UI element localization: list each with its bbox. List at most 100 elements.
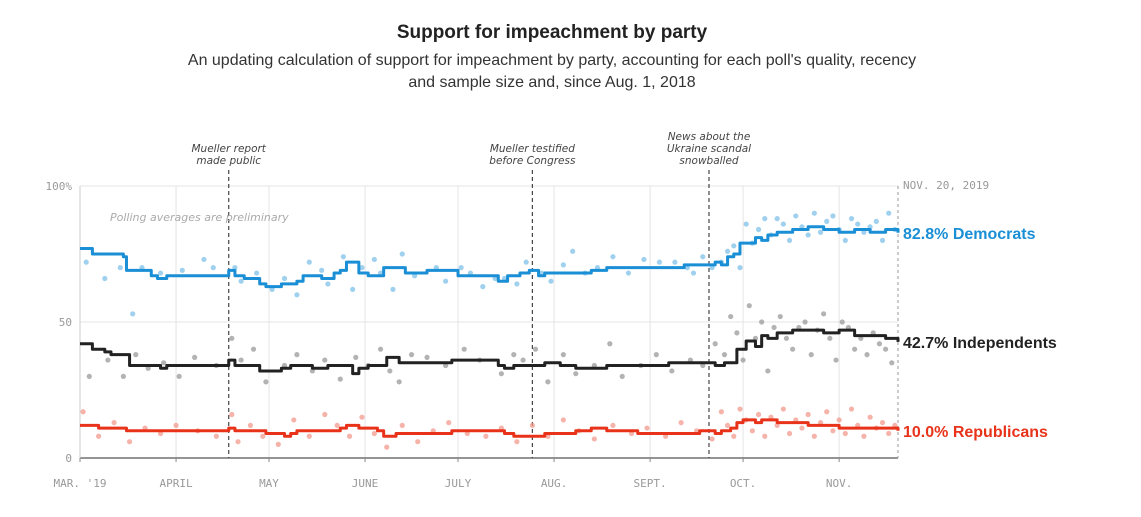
poll-dot-republicans [824,409,829,414]
poll-dot-republicans [80,409,85,414]
poll-dot-republicans [400,423,405,428]
series-line-democrats [80,227,898,287]
poll-dot-democrats [84,260,89,265]
poll-dot-republicans [886,431,891,436]
poll-dot-republicans [843,431,848,436]
poll-dot-independents [809,352,814,357]
poll-dot-democrats [672,260,677,265]
poll-dot-independents [852,347,857,352]
poll-dot-democrats [744,221,749,226]
poll-dot-democrats [211,265,216,270]
poll-dot-democrats [737,265,742,270]
poll-dot-republicans [530,423,535,428]
y-tick-label: 0 [65,452,72,465]
poll-dot-independents [251,347,256,352]
poll-dot-republicans [384,445,389,450]
poll-dot-republicans [291,417,296,422]
poll-dot-independents [765,368,770,373]
poll-dot-republicans [260,434,265,439]
poll-dot-republicans [861,434,866,439]
poll-dot-independents [499,371,504,376]
poll-dot-independents [409,352,414,357]
poll-dot-independents [229,336,234,341]
poll-dot-democrats [201,257,206,262]
poll-dot-independents [511,352,516,357]
poll-dot-democrats [319,268,324,273]
poll-dot-republicans [719,409,724,414]
poll-dot-republicans [709,436,714,441]
poll-dot-independents [771,325,776,330]
x-tick-label: MAR. '19 [54,477,107,490]
poll-dot-independents [734,330,739,335]
event-annotation-text: News about the [668,131,751,143]
poll-dot-independents [387,368,392,373]
poll-dot-democrats [158,270,163,275]
poll-dot-independents [802,319,807,324]
poll-dot-democrats [459,265,464,270]
poll-dot-republicans [799,425,804,430]
poll-dot-independents [728,314,733,319]
poll-dot-democrats [443,279,448,284]
poll-dot-independents [840,319,845,324]
poll-dot-republicans [322,412,327,417]
poll-dot-independents [713,341,718,346]
x-tick-label: SEPT. [634,477,667,490]
poll-dot-democrats [855,221,860,226]
poll-dot-independents [607,341,612,346]
poll-dot-democrats [818,230,823,235]
poll-dot-independents [239,357,244,362]
poll-dot-democrats [756,227,761,232]
poll-dot-republicans [276,442,281,447]
poll-dot-democrats [480,284,485,289]
poll-dot-republicans [96,434,101,439]
poll-dot-republicans [347,434,352,439]
poll-dot-independents [877,341,882,346]
poll-dot-republicans [127,439,132,444]
poll-dot-republicans [229,412,234,417]
poll-dot-independents [740,357,745,362]
poll-dot-independents [889,360,894,365]
poll-dot-republicans [830,428,835,433]
poll-dot-republicans [837,417,842,422]
event-annotation-text: Mueller report [192,143,267,155]
poll-dot-democrats [180,268,185,273]
event-annotation-text: Mueller testified [490,143,575,155]
poll-dot-independents [790,347,795,352]
poll-dot-republicans [868,415,873,420]
poll-dot-republicans [415,439,420,444]
poll-dot-democrats [372,257,377,262]
poll-dot-independents [778,314,783,319]
poll-dot-democrats [781,221,786,226]
poll-dot-republicans [781,406,786,411]
poll-dot-independents [462,347,467,352]
poll-dot-democrats [548,279,553,284]
x-tick-label: NOV. [826,477,853,490]
poll-dot-republicans [307,434,312,439]
poll-dot-democrats [725,249,730,254]
series-line-independents [80,330,898,374]
poll-dot-republicans [214,434,219,439]
poll-dot-democrats [282,276,287,281]
poll-dot-independents [424,355,429,360]
poll-dot-democrats [806,232,811,237]
poll-dot-independents [821,311,826,316]
poll-dot-republicans [812,434,817,439]
poll-dot-republicans [679,420,684,425]
poll-dot-democrats [561,262,566,267]
poll-dot-democrats [731,243,736,248]
poll-dot-independents [620,374,625,379]
x-tick-label: OCT. [730,477,757,490]
poll-dot-republicans [756,412,761,417]
poll-dot-independents [827,336,832,341]
poll-dot-independents [669,368,674,373]
poll-dot-democrats [830,213,835,218]
poll-dot-democrats [325,281,330,286]
poll-dot-republicans [725,423,730,428]
poll-dot-democrats [118,265,123,270]
poll-dot-republicans [173,423,178,428]
current-date-label: NOV. 20, 2019 [903,179,989,192]
poll-dot-democrats [824,219,829,224]
poll-dot-democrats [400,251,405,256]
poll-dot-independents [561,352,566,357]
poll-dot-democrats [691,270,696,275]
